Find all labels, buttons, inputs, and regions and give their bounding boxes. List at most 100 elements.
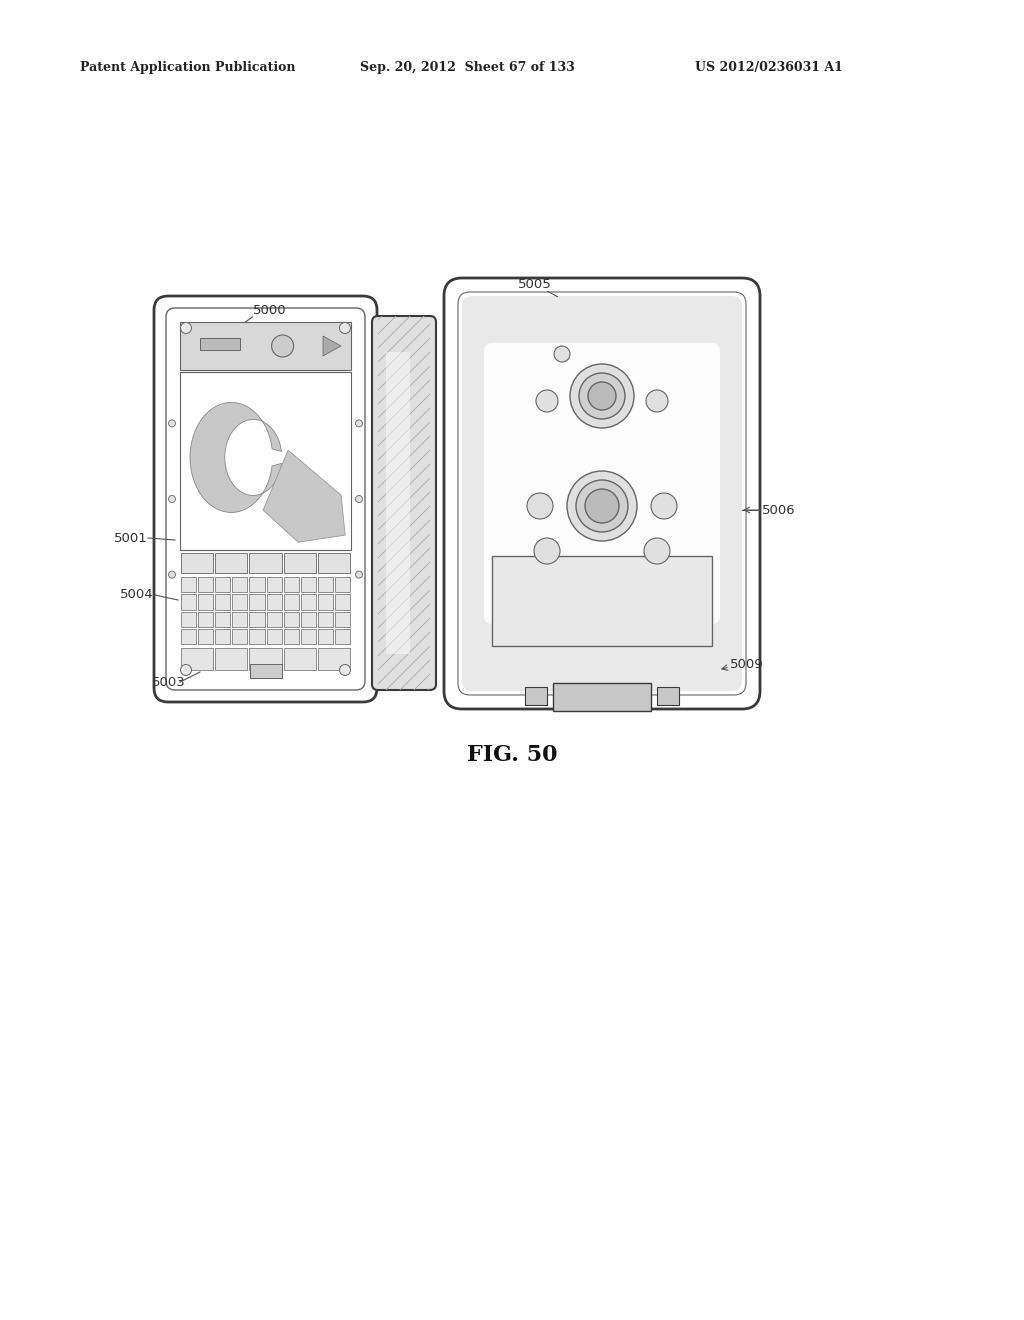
Text: 5006: 5006 bbox=[762, 503, 796, 516]
Circle shape bbox=[588, 381, 616, 411]
FancyBboxPatch shape bbox=[154, 296, 377, 702]
Circle shape bbox=[355, 420, 362, 426]
Text: Patent Application Publication: Patent Application Publication bbox=[80, 62, 296, 74]
Bar bbox=[335, 628, 350, 644]
Bar bbox=[232, 577, 248, 593]
Circle shape bbox=[534, 539, 560, 564]
Bar bbox=[232, 628, 248, 644]
Bar bbox=[317, 577, 333, 593]
Circle shape bbox=[340, 322, 350, 334]
Circle shape bbox=[180, 664, 191, 676]
Bar bbox=[317, 594, 333, 610]
Bar bbox=[284, 628, 299, 644]
Bar bbox=[301, 577, 315, 593]
Bar bbox=[301, 628, 315, 644]
Circle shape bbox=[355, 495, 362, 503]
Bar bbox=[198, 611, 213, 627]
Bar bbox=[180, 372, 351, 550]
Bar bbox=[198, 577, 213, 593]
Bar bbox=[181, 611, 197, 627]
Bar bbox=[284, 577, 299, 593]
Bar bbox=[335, 577, 350, 593]
Bar bbox=[232, 594, 248, 610]
Circle shape bbox=[585, 488, 618, 523]
Text: Sep. 20, 2012  Sheet 67 of 133: Sep. 20, 2012 Sheet 67 of 133 bbox=[360, 62, 574, 74]
Text: 5001: 5001 bbox=[114, 532, 147, 544]
Circle shape bbox=[570, 364, 634, 428]
Bar bbox=[181, 648, 213, 671]
Bar bbox=[525, 686, 547, 705]
Text: US 2012/0236031 A1: US 2012/0236031 A1 bbox=[695, 62, 843, 74]
Bar bbox=[215, 611, 230, 627]
Text: 5003: 5003 bbox=[152, 676, 185, 689]
Bar bbox=[215, 553, 248, 573]
Bar bbox=[215, 577, 230, 593]
Bar bbox=[335, 611, 350, 627]
Bar bbox=[250, 611, 264, 627]
Bar bbox=[335, 594, 350, 610]
Text: 5009: 5009 bbox=[730, 657, 764, 671]
FancyBboxPatch shape bbox=[372, 315, 436, 690]
Circle shape bbox=[169, 420, 175, 426]
Bar bbox=[266, 594, 282, 610]
Text: 5005: 5005 bbox=[518, 279, 552, 292]
FancyBboxPatch shape bbox=[484, 343, 720, 624]
Bar bbox=[284, 594, 299, 610]
Bar bbox=[657, 686, 679, 705]
Circle shape bbox=[169, 495, 175, 503]
Bar bbox=[250, 553, 282, 573]
Circle shape bbox=[355, 572, 362, 578]
FancyBboxPatch shape bbox=[462, 296, 742, 690]
Text: 5000: 5000 bbox=[253, 304, 287, 317]
Bar bbox=[181, 553, 213, 573]
Bar bbox=[301, 594, 315, 610]
Bar bbox=[266, 611, 282, 627]
Bar bbox=[266, 577, 282, 593]
Bar bbox=[215, 628, 230, 644]
Text: 5004: 5004 bbox=[120, 589, 154, 602]
Bar bbox=[250, 664, 282, 678]
Polygon shape bbox=[263, 450, 345, 543]
Polygon shape bbox=[323, 337, 341, 356]
Bar bbox=[284, 648, 315, 671]
Circle shape bbox=[271, 335, 294, 356]
Bar bbox=[284, 553, 315, 573]
Text: 5002: 5002 bbox=[278, 330, 311, 343]
Bar bbox=[266, 628, 282, 644]
Circle shape bbox=[575, 480, 628, 532]
Circle shape bbox=[644, 539, 670, 564]
Circle shape bbox=[651, 492, 677, 519]
Circle shape bbox=[180, 322, 191, 334]
Circle shape bbox=[579, 374, 625, 418]
Circle shape bbox=[340, 664, 350, 676]
Bar bbox=[198, 594, 213, 610]
Bar bbox=[492, 556, 712, 645]
Circle shape bbox=[646, 389, 668, 412]
Bar bbox=[386, 352, 410, 653]
Circle shape bbox=[567, 471, 637, 541]
Bar bbox=[284, 611, 299, 627]
Bar bbox=[317, 611, 333, 627]
Text: FIG. 50: FIG. 50 bbox=[467, 744, 557, 766]
Bar bbox=[181, 594, 197, 610]
Bar bbox=[317, 628, 333, 644]
Circle shape bbox=[169, 572, 175, 578]
Bar bbox=[250, 594, 264, 610]
Bar bbox=[181, 577, 197, 593]
Bar bbox=[181, 628, 197, 644]
Bar bbox=[180, 322, 351, 370]
Bar bbox=[232, 611, 248, 627]
Bar bbox=[200, 338, 240, 350]
Bar bbox=[250, 628, 264, 644]
Circle shape bbox=[536, 389, 558, 412]
Bar bbox=[215, 594, 230, 610]
Circle shape bbox=[527, 492, 553, 519]
Bar bbox=[215, 648, 248, 671]
Circle shape bbox=[554, 346, 570, 362]
Bar bbox=[553, 682, 651, 711]
Bar bbox=[250, 648, 282, 671]
Bar bbox=[317, 648, 350, 671]
Bar bbox=[198, 628, 213, 644]
Bar bbox=[301, 611, 315, 627]
Bar bbox=[317, 553, 350, 573]
